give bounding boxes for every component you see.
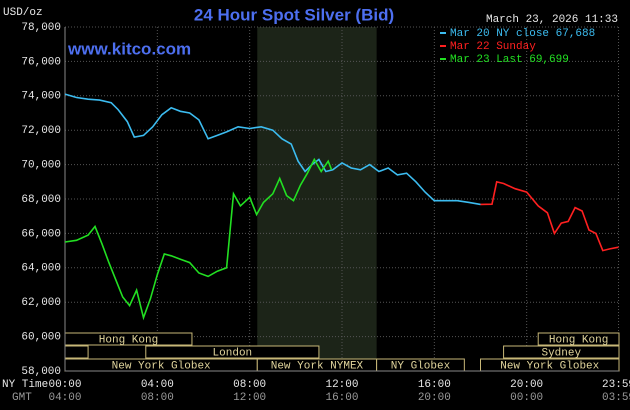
y-axis-label: USD/oz	[3, 7, 43, 19]
x-tick-label: 04:00	[141, 379, 174, 391]
x2-tick-label: 04:00	[48, 392, 81, 404]
y-tick-label: 68,000	[21, 194, 61, 206]
y-tick-label: 78,000	[21, 22, 61, 34]
session-label: Hong Kong	[549, 334, 608, 346]
watermark: www.kitco.com	[67, 39, 191, 58]
session-label: Sydney	[541, 347, 581, 359]
session-bar	[64, 345, 89, 359]
x2-tick-label: 00:00	[510, 392, 543, 404]
y-tick-label: 76,000	[21, 56, 61, 68]
y-tick-label: 70,000	[21, 160, 61, 172]
series-line	[480, 180, 619, 252]
x2-tick-label: 03:59	[602, 392, 630, 404]
session-label: New York Globex	[112, 360, 211, 372]
y-tick-label: 62,000	[21, 297, 61, 309]
legend-label: Mar 22 Sunday	[450, 41, 536, 53]
y-tick-label: 72,000	[21, 125, 61, 137]
y-tick-label: 58,000	[21, 366, 61, 378]
session-label: NY Globex	[391, 360, 451, 372]
timestamp: March 23, 2026 11:33	[486, 14, 618, 26]
x2-axis-label: GMT	[12, 392, 32, 404]
legend-label: Mar 20 NY close 67,688	[450, 28, 595, 40]
x-tick-label: 16:00	[418, 379, 451, 391]
session-label: London	[213, 347, 253, 359]
y-tick-label: 66,000	[21, 228, 61, 240]
session-bar	[503, 345, 620, 359]
x2-tick-label: 08:00	[141, 392, 174, 404]
session-label: New York Globex	[500, 360, 599, 372]
y-tick-label: 64,000	[21, 263, 61, 275]
session-label: Hong Kong	[99, 334, 158, 346]
session-label: New York NYMEX	[271, 360, 364, 372]
x2-tick-label: 20:00	[418, 392, 451, 404]
x-axis-label: NY Time	[2, 379, 48, 391]
series-line	[64, 93, 481, 206]
x2-tick-label: 12:00	[233, 392, 266, 404]
x-tick-label: 23:59	[602, 379, 630, 391]
session-bar	[145, 345, 320, 359]
x-tick-label: 08:00	[233, 379, 266, 391]
x-tick-label: 12:00	[325, 379, 358, 391]
series-line	[64, 157, 333, 321]
x-tick-label: 00:00	[48, 379, 81, 391]
legend-label: Mar 23 Last 69,699	[450, 54, 569, 66]
y-tick-label: 74,000	[21, 91, 61, 103]
y-tick-label: 60,000	[21, 332, 61, 344]
x-tick-label: 20:00	[510, 379, 543, 391]
chart-title: 24 Hour Spot Silver (Bid)	[194, 5, 394, 24]
session-bar	[537, 332, 620, 346]
x2-tick-label: 16:00	[325, 392, 358, 404]
